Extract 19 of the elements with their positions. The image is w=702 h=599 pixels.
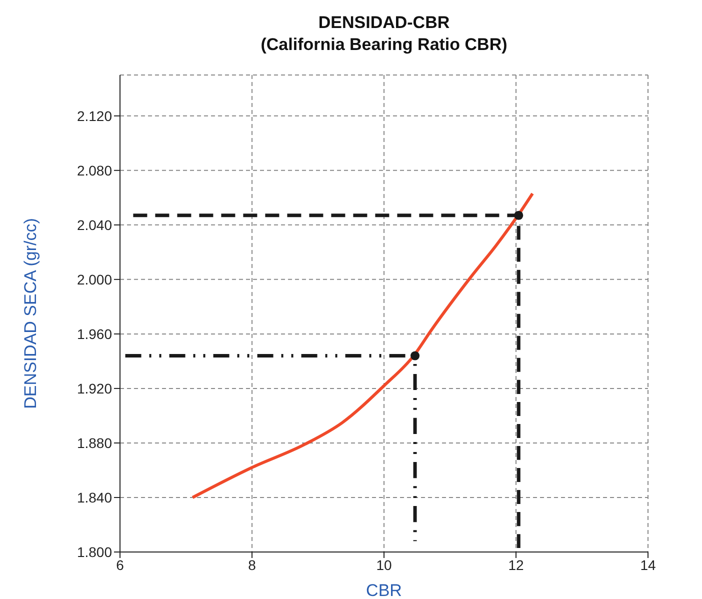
x-axis-title: CBR — [366, 581, 402, 599]
x-tick-label: 8 — [248, 556, 256, 573]
line-series — [191, 192, 534, 499]
y-tick-label: 1.840 — [76, 489, 112, 506]
x-tick-label: 14 — [640, 556, 656, 573]
x-tick-label: 12 — [508, 556, 524, 573]
y-tick-label: 1.920 — [76, 380, 112, 396]
y-axis-title: DENSIDAD SECA (gr/cc) — [21, 218, 40, 409]
y-tick-label: 1.960 — [76, 326, 112, 342]
y-tick-label: 1.880 — [76, 434, 112, 451]
y-tick-label: 2.120 — [76, 108, 112, 124]
x-tick-label: 10 — [376, 556, 392, 573]
y-tick-label: 2.080 — [76, 162, 112, 178]
y-tick-label: 2.000 — [76, 271, 112, 288]
y-tick-label: 1.800 — [76, 544, 112, 560]
chart-title: DENSIDAD-CBR — [317, 12, 451, 34]
x-tick-label: 6 — [116, 556, 124, 573]
y-tick-label: 2.040 — [76, 216, 112, 233]
chart-subtitle: (California Bearing Ratio CBR) — [260, 34, 508, 56]
